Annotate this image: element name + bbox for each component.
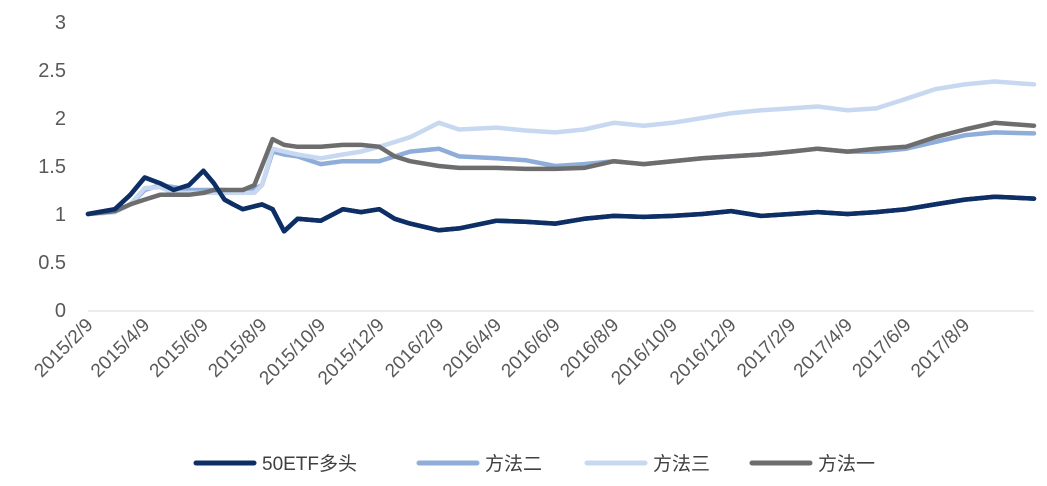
legend-label-3: 方法三 bbox=[653, 453, 710, 475]
x-tick-label: 2016/2/9 bbox=[381, 315, 448, 382]
x-tick-label: 2016/4/9 bbox=[439, 315, 506, 382]
y-tick-label: 1.5 bbox=[38, 156, 66, 178]
y-tick-label: 3 bbox=[55, 12, 66, 34]
x-tick-label: 2016/6/9 bbox=[498, 315, 565, 382]
x-tick-label: 2017/2/9 bbox=[733, 315, 800, 382]
x-tick-label: 2017/6/9 bbox=[849, 315, 916, 382]
y-tick-label: 1 bbox=[55, 204, 66, 226]
x-tick-label: 2015/4/9 bbox=[87, 315, 154, 382]
y-tick-label: 0.5 bbox=[38, 252, 66, 274]
legend-label-2: 方法二 bbox=[485, 453, 542, 475]
x-tick-label: 2015/2/9 bbox=[30, 315, 97, 382]
x-tick-label: 2015/6/9 bbox=[146, 315, 213, 382]
legend-label-4: 方法一 bbox=[818, 453, 875, 475]
y-tick-label: 2 bbox=[55, 108, 66, 130]
legend-label-1: 50ETF多头 bbox=[262, 453, 357, 475]
x-tick-label: 2017/8/9 bbox=[907, 315, 974, 382]
series-line-4 bbox=[85, 120, 1037, 217]
y-tick-label: 2.5 bbox=[38, 60, 66, 82]
series-line-1-overlay bbox=[85, 168, 1037, 234]
y-tick-label: 0 bbox=[55, 300, 66, 322]
x-tick-label: 2017/4/9 bbox=[790, 315, 857, 382]
